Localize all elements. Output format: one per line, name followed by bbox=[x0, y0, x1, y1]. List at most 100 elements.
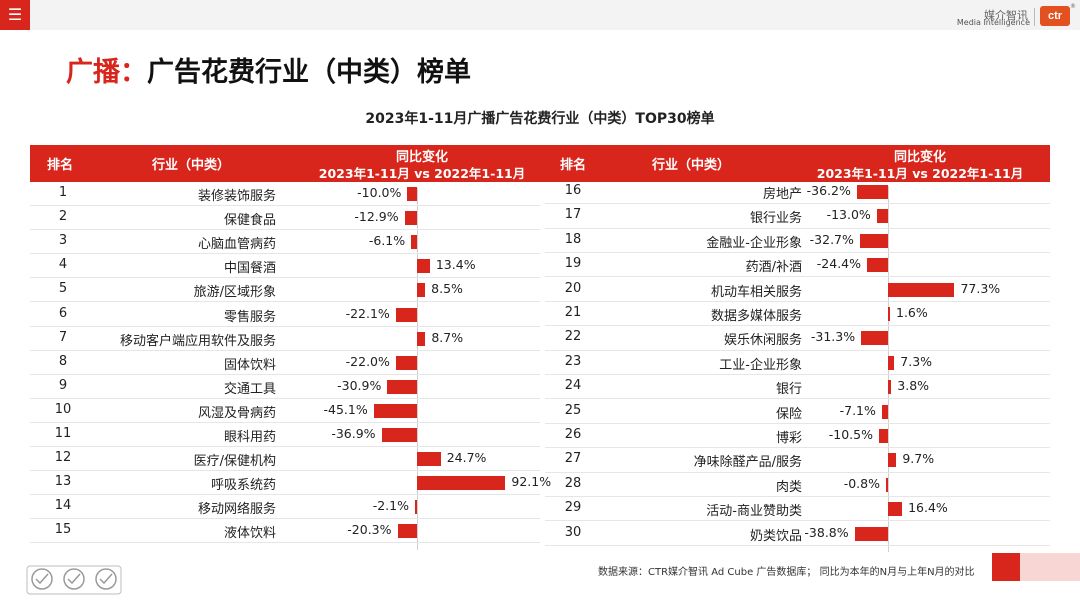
change-bar bbox=[411, 235, 417, 250]
rank-label: 29 bbox=[564, 500, 582, 516]
industry-label: 博彩 bbox=[775, 431, 802, 446]
row-divider bbox=[545, 325, 1050, 327]
change-bar bbox=[859, 233, 888, 248]
rank-label: 26 bbox=[564, 427, 582, 442]
rank-label: 10 bbox=[54, 401, 72, 417]
change-bar bbox=[888, 282, 955, 297]
row-divider bbox=[30, 229, 540, 231]
menu-icon[interactable]: ☰ bbox=[0, 0, 30, 30]
industry-label: 净味除醛产品/服务 bbox=[693, 455, 802, 471]
header-rank-left: 排名 bbox=[46, 158, 73, 173]
source-note: 数据来源：CTR媒介智讯 Ad Cube 广告数据库； 同比为本年的N月与上年N… bbox=[598, 567, 975, 578]
change-bar bbox=[888, 453, 897, 468]
rank-label: 21 bbox=[564, 305, 582, 320]
header-rank-right: 排名 bbox=[559, 158, 586, 173]
industry-label: 银行业务 bbox=[749, 211, 802, 227]
row-divider bbox=[545, 496, 1050, 497]
logo-english-name: Media Intelligence bbox=[956, 18, 1030, 27]
footer-pink-block bbox=[1020, 553, 1080, 581]
rank-label: 7 bbox=[58, 329, 68, 345]
chart-title: 2023年1-11月广播广告花费行业（中类）TOP30榜单 bbox=[365, 111, 715, 127]
row-divider bbox=[545, 252, 1050, 253]
change-bar bbox=[888, 502, 903, 517]
change-value-label: -36.9% bbox=[331, 426, 376, 441]
change-value-label: 92.1% bbox=[511, 474, 552, 490]
footer-accent-block bbox=[992, 553, 1020, 581]
change-bar bbox=[417, 476, 506, 491]
industry-label: 医疗/保健机构 bbox=[193, 454, 276, 470]
industry-label: 肉类 bbox=[775, 479, 802, 495]
industry-label: 金融业-企业形象 bbox=[706, 235, 802, 251]
rank-label: 22 bbox=[564, 329, 582, 345]
change-value-label: -22.0% bbox=[345, 353, 390, 369]
industry-label: 药酒/补酒 bbox=[745, 260, 802, 276]
industry-label: 保险 bbox=[775, 406, 802, 422]
rank-label: 4 bbox=[58, 257, 68, 273]
change-bar bbox=[387, 379, 417, 394]
change-bar bbox=[417, 259, 430, 274]
rank-label: 24 bbox=[564, 378, 582, 394]
change-value-label: -0.8% bbox=[843, 475, 880, 491]
table-header bbox=[30, 145, 1050, 182]
row-divider bbox=[545, 471, 1050, 473]
change-value-label: -10.0% bbox=[357, 185, 402, 200]
rank-label: 28 bbox=[564, 475, 582, 491]
rank-label: 15 bbox=[54, 522, 72, 538]
row-divider bbox=[30, 301, 540, 303]
change-bar bbox=[886, 477, 888, 492]
row-divider bbox=[30, 277, 540, 279]
row-divider bbox=[545, 203, 1050, 205]
change-value-label: -38.8% bbox=[804, 524, 849, 540]
header-industry-right: 行业（中类） bbox=[652, 158, 731, 173]
change-value-label: 1.6% bbox=[896, 305, 928, 320]
header-change-sub-left: 2023年1-11月 vs 2022年1-11月 bbox=[318, 166, 526, 181]
change-value-label: -36.2% bbox=[806, 183, 851, 198]
change-value-label: -20.3% bbox=[347, 522, 392, 538]
change-bar bbox=[888, 380, 892, 395]
industry-label: 移动客户端应用软件及服务 bbox=[119, 333, 276, 349]
registered-mark: ® bbox=[1070, 3, 1076, 10]
change-value-label: -24.4% bbox=[816, 256, 862, 272]
slide-title: 广播：广告花费行业（中类）榜单 bbox=[66, 50, 471, 89]
change-value-label: -7.1% bbox=[839, 402, 876, 418]
row-divider bbox=[30, 205, 540, 207]
industry-label: 中国餐酒 bbox=[223, 261, 276, 277]
industry-label: 旅游/区域形象 bbox=[193, 285, 276, 301]
industry-label: 机动车相关服务 bbox=[710, 284, 802, 300]
rank-label: 25 bbox=[564, 402, 582, 418]
zero-axis-left bbox=[417, 188, 418, 550]
row-divider bbox=[545, 276, 1050, 278]
change-bar bbox=[397, 524, 417, 539]
header-change-sub-right: 2023年1-11月 vs 2022年1-11月 bbox=[816, 166, 1024, 181]
change-value-label: -22.1% bbox=[345, 305, 390, 321]
change-bar bbox=[888, 307, 890, 321]
change-value-label: 8.7% bbox=[431, 329, 464, 345]
row-divider bbox=[545, 520, 1050, 522]
change-value-label: 8.5% bbox=[431, 281, 463, 297]
change-bar bbox=[876, 209, 888, 224]
industry-label: 眼科用药 bbox=[223, 430, 276, 445]
rank-label: 30 bbox=[564, 524, 582, 540]
row-divider bbox=[545, 374, 1050, 375]
change-value-label: -13.0% bbox=[826, 207, 871, 223]
logo-chinese-name: 媒介智讯 bbox=[984, 9, 1028, 22]
rank-label: 13 bbox=[54, 474, 72, 490]
rank-label: 16 bbox=[564, 183, 582, 198]
change-bar bbox=[861, 331, 888, 346]
logo-divider bbox=[1034, 8, 1035, 26]
change-value-label: 24.7% bbox=[446, 450, 487, 466]
row-divider bbox=[545, 422, 1050, 424]
change-bar bbox=[404, 211, 417, 226]
change-bar bbox=[854, 526, 888, 541]
certification-seals-icon bbox=[26, 565, 122, 595]
top-bar: ☰ 媒介智讯 Media Intelligence ctr ® bbox=[0, 0, 1080, 30]
industry-label: 银行 bbox=[775, 382, 802, 398]
change-value-label: -31.3% bbox=[810, 329, 856, 345]
industry-label: 液体饮料 bbox=[223, 526, 276, 542]
change-value-label: 9.7% bbox=[902, 451, 935, 467]
industry-label: 工业-企业形象 bbox=[719, 357, 802, 373]
rank-label: 3 bbox=[58, 233, 68, 249]
rank-label: 2 bbox=[58, 209, 68, 225]
change-bar bbox=[417, 331, 426, 346]
row-divider bbox=[30, 470, 540, 472]
